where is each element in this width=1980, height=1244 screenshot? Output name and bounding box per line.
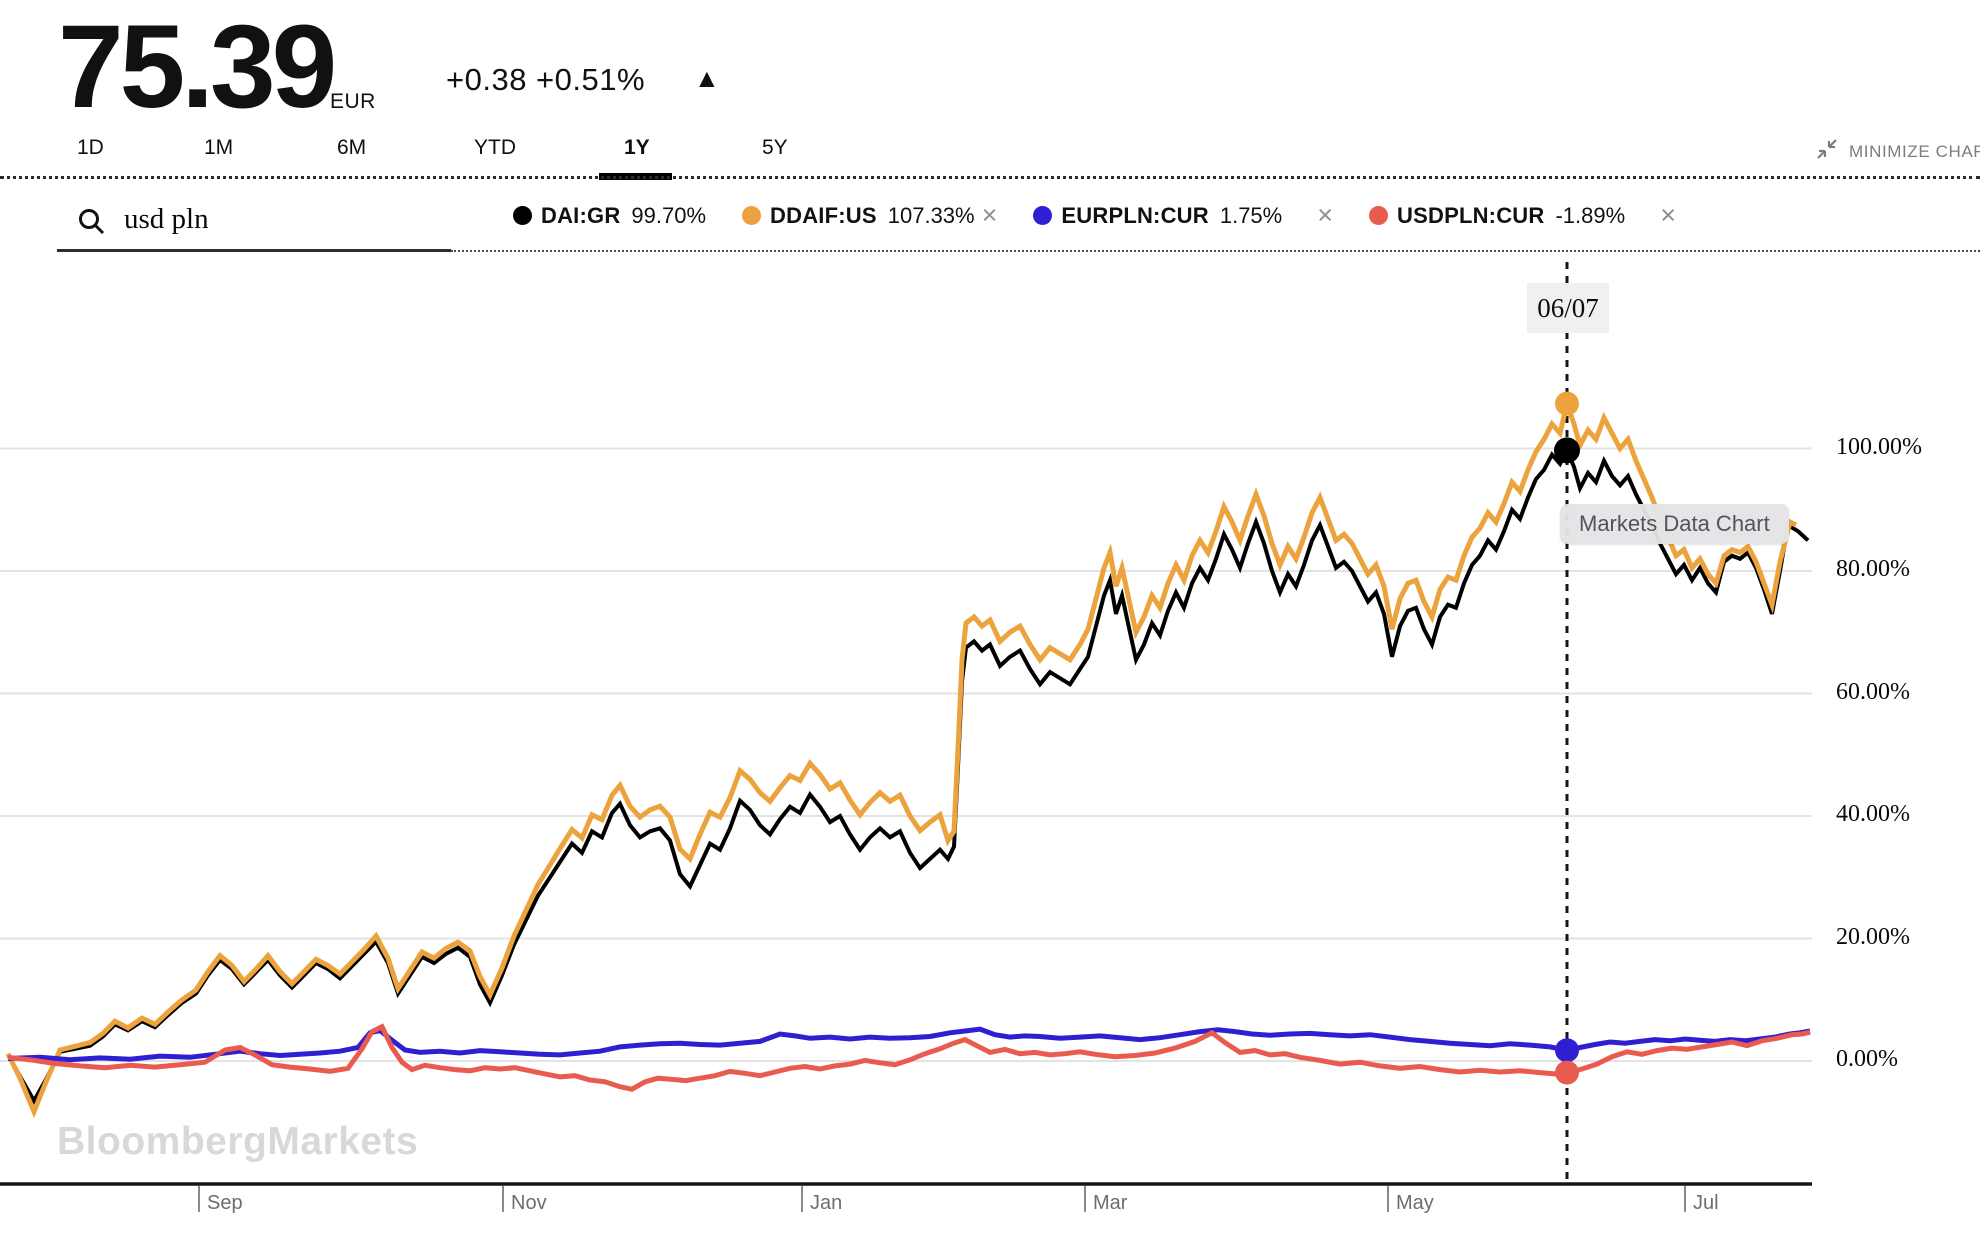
x-axis-label-mar: Mar bbox=[1093, 1192, 1128, 1214]
y-axis-label-40: 40.00% bbox=[1836, 801, 1910, 827]
chart-legend: DAI:GR 99.70% DDAIF:US 107.33% × EURPLN:… bbox=[513, 202, 1676, 229]
search-input[interactable]: usd pln bbox=[124, 203, 209, 235]
range-tabs: 1D 1M 6M YTD 1Y 5Y MINIMIZE CHART bbox=[0, 136, 1980, 180]
x-axis-label-nov: Nov bbox=[511, 1192, 547, 1214]
y-axis-label-60: 60.00% bbox=[1836, 678, 1910, 705]
crosshair-date-flag: 06/07 bbox=[1527, 283, 1609, 333]
eurpln-series-dot bbox=[1033, 206, 1053, 225]
tab-ytd[interactable]: YTD bbox=[474, 136, 516, 159]
price-currency: EUR bbox=[330, 90, 376, 113]
ddaif-series-dot bbox=[742, 206, 762, 225]
remove-usdpln-icon[interactable]: × bbox=[1660, 200, 1676, 230]
y-axis-label-0: 0.00% bbox=[1836, 1046, 1898, 1072]
y-axis-label-100: 100.00% bbox=[1836, 433, 1922, 460]
eurpln-symbol: EURPLN:CUR bbox=[1061, 202, 1209, 228]
remove-eurpln-icon[interactable]: × bbox=[1317, 200, 1334, 230]
x-axis-label-jul: Jul bbox=[1693, 1192, 1719, 1214]
legend-divider bbox=[451, 250, 1980, 252]
up-triangle-icon: ▲ bbox=[694, 63, 720, 93]
usdpln-series-dot bbox=[1369, 206, 1389, 225]
usdpln-symbol: USDPLN:CUR bbox=[1397, 202, 1545, 228]
tab-1y-active[interactable]: 1Y bbox=[624, 136, 650, 159]
minimize-icon bbox=[1814, 136, 1840, 167]
search-underline bbox=[57, 249, 451, 252]
ddaif-value: 107.33% bbox=[887, 202, 975, 228]
y-axis-label-20: 20.00% bbox=[1836, 923, 1910, 950]
dai-value: 99.70% bbox=[631, 202, 707, 228]
dai-series-dot bbox=[513, 206, 532, 225]
remove-ddaif-icon[interactable]: × bbox=[981, 200, 998, 230]
tab-1m[interactable]: 1M bbox=[204, 136, 234, 159]
bloomberg-watermark: BloombergMarkets bbox=[57, 1120, 419, 1163]
minimize-chart-button[interactable]: MINIMIZE CHART bbox=[1814, 136, 1980, 167]
usdpln-value: -1.89% bbox=[1555, 202, 1626, 228]
chart-tooltip: Markets Data Chart bbox=[1560, 504, 1789, 544]
dai-symbol: DAI:GR bbox=[541, 202, 621, 228]
legend-item-dai: DAI:GR 99.70% bbox=[513, 203, 706, 229]
minimize-chart-label: MINIMIZE CHART bbox=[1849, 141, 1980, 161]
search-icon bbox=[76, 206, 108, 243]
legend-item-ddaif: DDAIF:US 107.33% × bbox=[742, 202, 997, 229]
legend-item-eurpln: EURPLN:CUR 1.75% × bbox=[1033, 202, 1333, 229]
price-change: +0.38 +0.51% bbox=[446, 62, 646, 97]
x-axis-label-jan: Jan bbox=[810, 1192, 843, 1214]
eurpln-value: 1.75% bbox=[1219, 202, 1283, 228]
tab-5y[interactable]: 5Y bbox=[762, 136, 788, 159]
legend-item-usdpln: USDPLN:CUR -1.89% × bbox=[1369, 202, 1676, 229]
y-axis-label-80: 80.00% bbox=[1836, 556, 1910, 582]
tab-6m[interactable]: 6M bbox=[337, 136, 367, 159]
x-axis-label-may: May bbox=[1396, 1192, 1434, 1214]
tab-1d[interactable]: 1D bbox=[77, 136, 104, 159]
tabs-divider bbox=[0, 176, 1980, 179]
price-value: 75.39 bbox=[58, 1, 337, 133]
ddaif-symbol: DDAIF:US bbox=[770, 202, 877, 228]
x-axis-label-sep: Sep bbox=[207, 1192, 243, 1214]
